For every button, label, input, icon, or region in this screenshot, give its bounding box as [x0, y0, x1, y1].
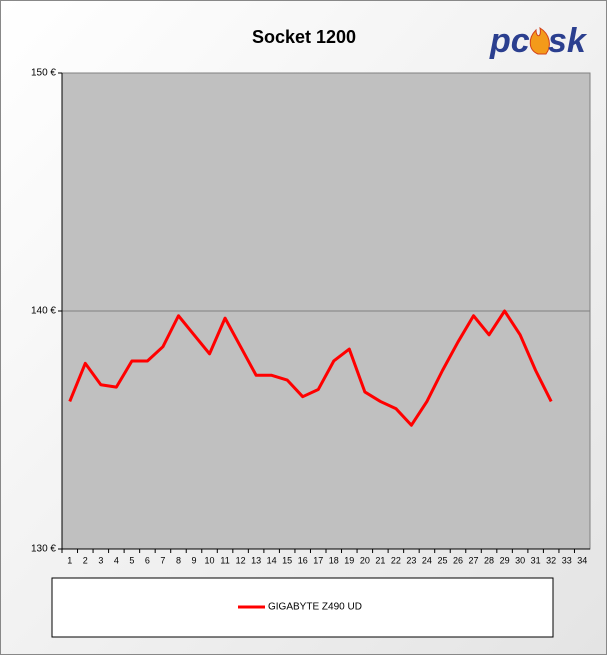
- x-tick-label: 13: [251, 555, 261, 565]
- x-tick-label: 33: [562, 555, 572, 565]
- x-tick-label: 24: [422, 555, 432, 565]
- x-tick-label: 5: [129, 555, 134, 565]
- x-tick-label: 7: [160, 555, 165, 565]
- x-tick-label: 25: [437, 555, 447, 565]
- y-tick-label: 140 €: [31, 306, 56, 317]
- logo-right: sk: [548, 22, 588, 60]
- x-tick-label: 1: [67, 555, 72, 565]
- legend: [51, 577, 554, 638]
- y-tick-label: 150 €: [31, 68, 56, 79]
- chart-title: Socket 1200: [252, 27, 356, 47]
- x-tick-label: 11: [220, 555, 229, 565]
- x-tick-label: 10: [205, 555, 215, 565]
- series-line: [68, 309, 553, 427]
- y-tick-label: 130 €: [31, 544, 56, 555]
- x-tick-label: 14: [267, 555, 277, 565]
- legend-label: GIGABYTE Z490 UD: [268, 602, 362, 613]
- x-tick-label: 12: [236, 555, 246, 565]
- x-tick-label: 23: [406, 555, 416, 565]
- x-tick-label: 17: [313, 555, 323, 565]
- x-tick-label: 6: [145, 555, 150, 565]
- x-tick-label: 34: [577, 555, 587, 565]
- x-tick-label: 31: [531, 555, 541, 565]
- x-tick-label: 26: [453, 555, 463, 565]
- x-tick-label: 18: [329, 555, 339, 565]
- x-tick-label: 27: [469, 555, 479, 565]
- x-tick-label: 19: [344, 555, 354, 565]
- x-tick-label: 32: [546, 555, 556, 565]
- x-tick-label: 21: [375, 555, 385, 565]
- x-tick-label: 28: [484, 555, 494, 565]
- x-tick-label: 2: [83, 555, 88, 565]
- x-tick-label: 8: [176, 555, 181, 565]
- x-tick-label: 30: [515, 555, 525, 565]
- x-tick-label: 9: [191, 555, 196, 565]
- x-tick-label: 20: [360, 555, 370, 565]
- x-tick-label: 29: [500, 555, 510, 565]
- x-tick-label: 15: [282, 555, 292, 565]
- logo: pc sk: [489, 22, 588, 60]
- x-tick-label: 4: [114, 555, 119, 565]
- x-tick-label: 22: [391, 555, 401, 565]
- logo-left: pc: [489, 22, 530, 60]
- x-tick-label: 3: [98, 555, 103, 565]
- x-tick-label: 16: [298, 555, 308, 565]
- logo-flame: [529, 26, 550, 55]
